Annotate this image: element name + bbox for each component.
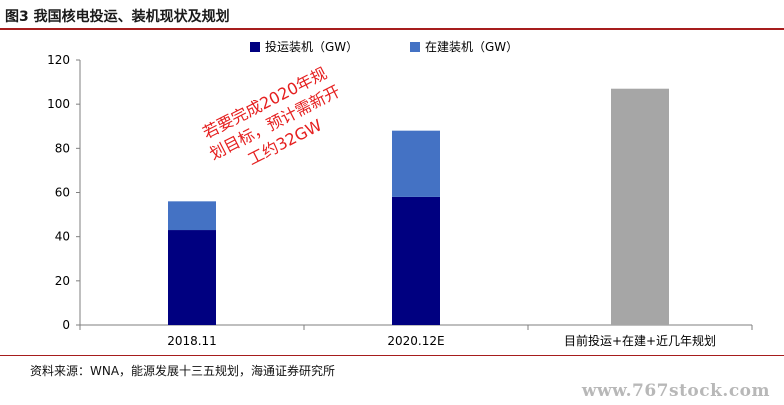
y-tick-label: 120 — [47, 53, 70, 67]
x-tick-label: 2020.12E — [387, 334, 444, 348]
tick-labels: 0 20 40 60 80 100 120 2018.11 2020.12E 目前投运+在建+近几… — [47, 53, 716, 348]
legend-label: 在建装机（GW） — [425, 40, 518, 54]
chart: 投运装机（GW） 在建装机（GW） 0 20 40 60 80 100 120 2018.11 2… — [47, 39, 753, 348]
y-tick-label: 0 — [62, 318, 70, 332]
bar-目前投运+在建+近几年规划-total — [611, 88, 669, 325]
legend: 投运装机（GW） 在建装机（GW） — [250, 39, 518, 54]
y-tick-label: 80 — [55, 141, 70, 155]
legend-label: 投运装机（GW） — [265, 39, 358, 54]
y-tick-label: 100 — [47, 97, 70, 111]
watermark: www.767stock.com — [581, 381, 770, 401]
y-tick-label: 40 — [55, 230, 70, 244]
y-tick-label: 60 — [55, 186, 70, 200]
y-tick-label: 20 — [55, 274, 70, 288]
figure-header: 图3 我国核电投运、装机现状及规划 — [0, 0, 784, 30]
source-note: 资料来源：WNA，能源发展十三五规划，海通证券研究所 — [30, 364, 336, 378]
figure-title: 图3 我国核电投运、装机现状及规划 — [5, 9, 230, 25]
legend-swatch — [250, 42, 260, 52]
header-rule — [0, 28, 784, 30]
bar-2018.11-在建装机（GW） — [168, 201, 216, 231]
x-tick-label: 目前投运+在建+近几年规划 — [564, 333, 716, 348]
x-tick-label: 2018.11 — [167, 334, 217, 348]
bar-2020.12E-在建装机（GW） — [392, 130, 440, 197]
bar-2020.12E-投运装机（GW） — [392, 196, 440, 325]
footer-rule — [0, 355, 784, 356]
bars — [168, 88, 669, 325]
legend-swatch — [410, 42, 420, 52]
bar-2018.11-投运装机（GW） — [168, 230, 216, 325]
